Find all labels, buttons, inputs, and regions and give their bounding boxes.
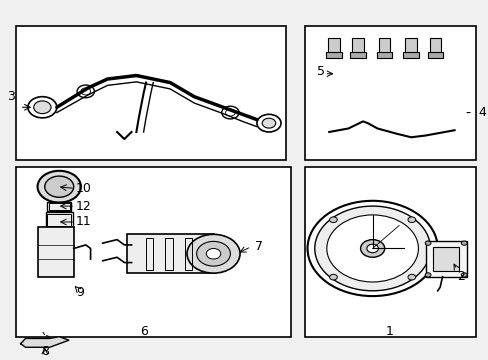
Bar — [405, 39, 416, 53]
Circle shape — [186, 234, 240, 273]
Circle shape — [407, 217, 415, 222]
Text: 5: 5 — [317, 66, 325, 78]
Circle shape — [38, 171, 81, 203]
Bar — [48, 203, 70, 210]
Circle shape — [34, 101, 51, 114]
Text: 8: 8 — [41, 345, 49, 358]
Circle shape — [326, 215, 418, 282]
Text: 9: 9 — [76, 286, 84, 299]
Bar — [46, 212, 73, 227]
Bar — [38, 227, 74, 277]
Bar — [47, 202, 71, 211]
Bar — [305, 167, 475, 337]
Bar — [425, 242, 466, 277]
Text: 2: 2 — [456, 270, 464, 283]
Circle shape — [256, 114, 281, 132]
Text: 4: 4 — [478, 106, 486, 119]
Circle shape — [28, 97, 57, 118]
Bar — [403, 51, 418, 58]
Polygon shape — [20, 337, 69, 347]
Bar — [327, 39, 339, 53]
Circle shape — [460, 273, 466, 277]
Text: 7: 7 — [254, 240, 262, 253]
Bar — [165, 238, 172, 270]
Circle shape — [360, 240, 384, 257]
Circle shape — [206, 248, 220, 259]
Text: 11: 11 — [76, 216, 92, 229]
Circle shape — [460, 241, 466, 245]
Bar — [16, 167, 290, 337]
Circle shape — [407, 274, 415, 280]
Bar — [16, 26, 285, 160]
Bar — [47, 213, 71, 226]
Bar — [432, 247, 459, 271]
Bar — [352, 39, 363, 53]
Circle shape — [425, 273, 430, 277]
Bar — [146, 238, 153, 270]
Circle shape — [314, 206, 429, 291]
Circle shape — [425, 241, 430, 245]
Bar — [325, 51, 341, 58]
Circle shape — [45, 176, 74, 197]
Bar — [350, 51, 365, 58]
Bar — [427, 51, 442, 58]
Text: 1: 1 — [385, 325, 393, 338]
Circle shape — [366, 244, 378, 253]
Bar — [376, 51, 391, 58]
Text: 6: 6 — [140, 325, 147, 338]
Circle shape — [196, 242, 230, 266]
Text: 12: 12 — [76, 199, 92, 213]
Bar — [305, 26, 475, 160]
Bar — [126, 234, 213, 273]
Bar — [184, 238, 191, 270]
Bar — [428, 39, 440, 53]
Bar — [378, 39, 390, 53]
Circle shape — [329, 274, 337, 280]
Text: 10: 10 — [76, 182, 92, 195]
Circle shape — [262, 118, 275, 128]
Circle shape — [329, 217, 337, 222]
Circle shape — [307, 201, 437, 296]
Text: 3: 3 — [7, 90, 15, 103]
